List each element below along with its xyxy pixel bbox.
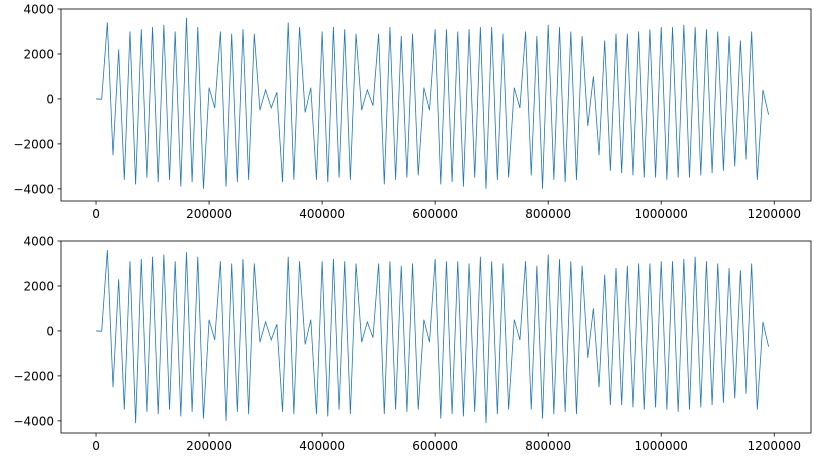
x-tick-label: 1200000 (748, 207, 801, 221)
x-tick-label: 800000 (525, 439, 571, 453)
x-tick-label: 600000 (412, 207, 458, 221)
y-tick-label: 4000 (23, 3, 54, 17)
x-tick-label: 400000 (299, 439, 345, 453)
x-tick-label: 600000 (412, 439, 458, 453)
x-tick-label: 800000 (525, 207, 571, 221)
x-tick-label: 1200000 (748, 439, 801, 453)
x-tick-label: 0 (92, 439, 100, 453)
waveform-line (96, 249, 769, 424)
y-tick-label: −4000 (13, 182, 54, 196)
x-tick-label: 200000 (186, 439, 232, 453)
x-tick-label: 1000000 (634, 207, 687, 221)
y-tick-label: −2000 (13, 369, 54, 383)
y-tick-label: −4000 (13, 414, 54, 428)
axes-frame (60, 8, 812, 202)
y-tick-label: 0 (46, 324, 54, 338)
y-tick-label: −2000 (13, 137, 54, 151)
y-tick-label: 2000 (23, 47, 54, 61)
x-tick-label: 200000 (186, 207, 232, 221)
x-tick-label: 0 (92, 207, 100, 221)
x-tick-label: 1000000 (634, 439, 687, 453)
y-tick-label: 0 (46, 92, 54, 106)
y-tick-label: 2000 (23, 279, 54, 293)
waveform-line (96, 17, 769, 189)
x-tick-label: 400000 (299, 207, 345, 221)
y-tick-label: 4000 (23, 235, 54, 249)
axes-frame (60, 240, 812, 434)
